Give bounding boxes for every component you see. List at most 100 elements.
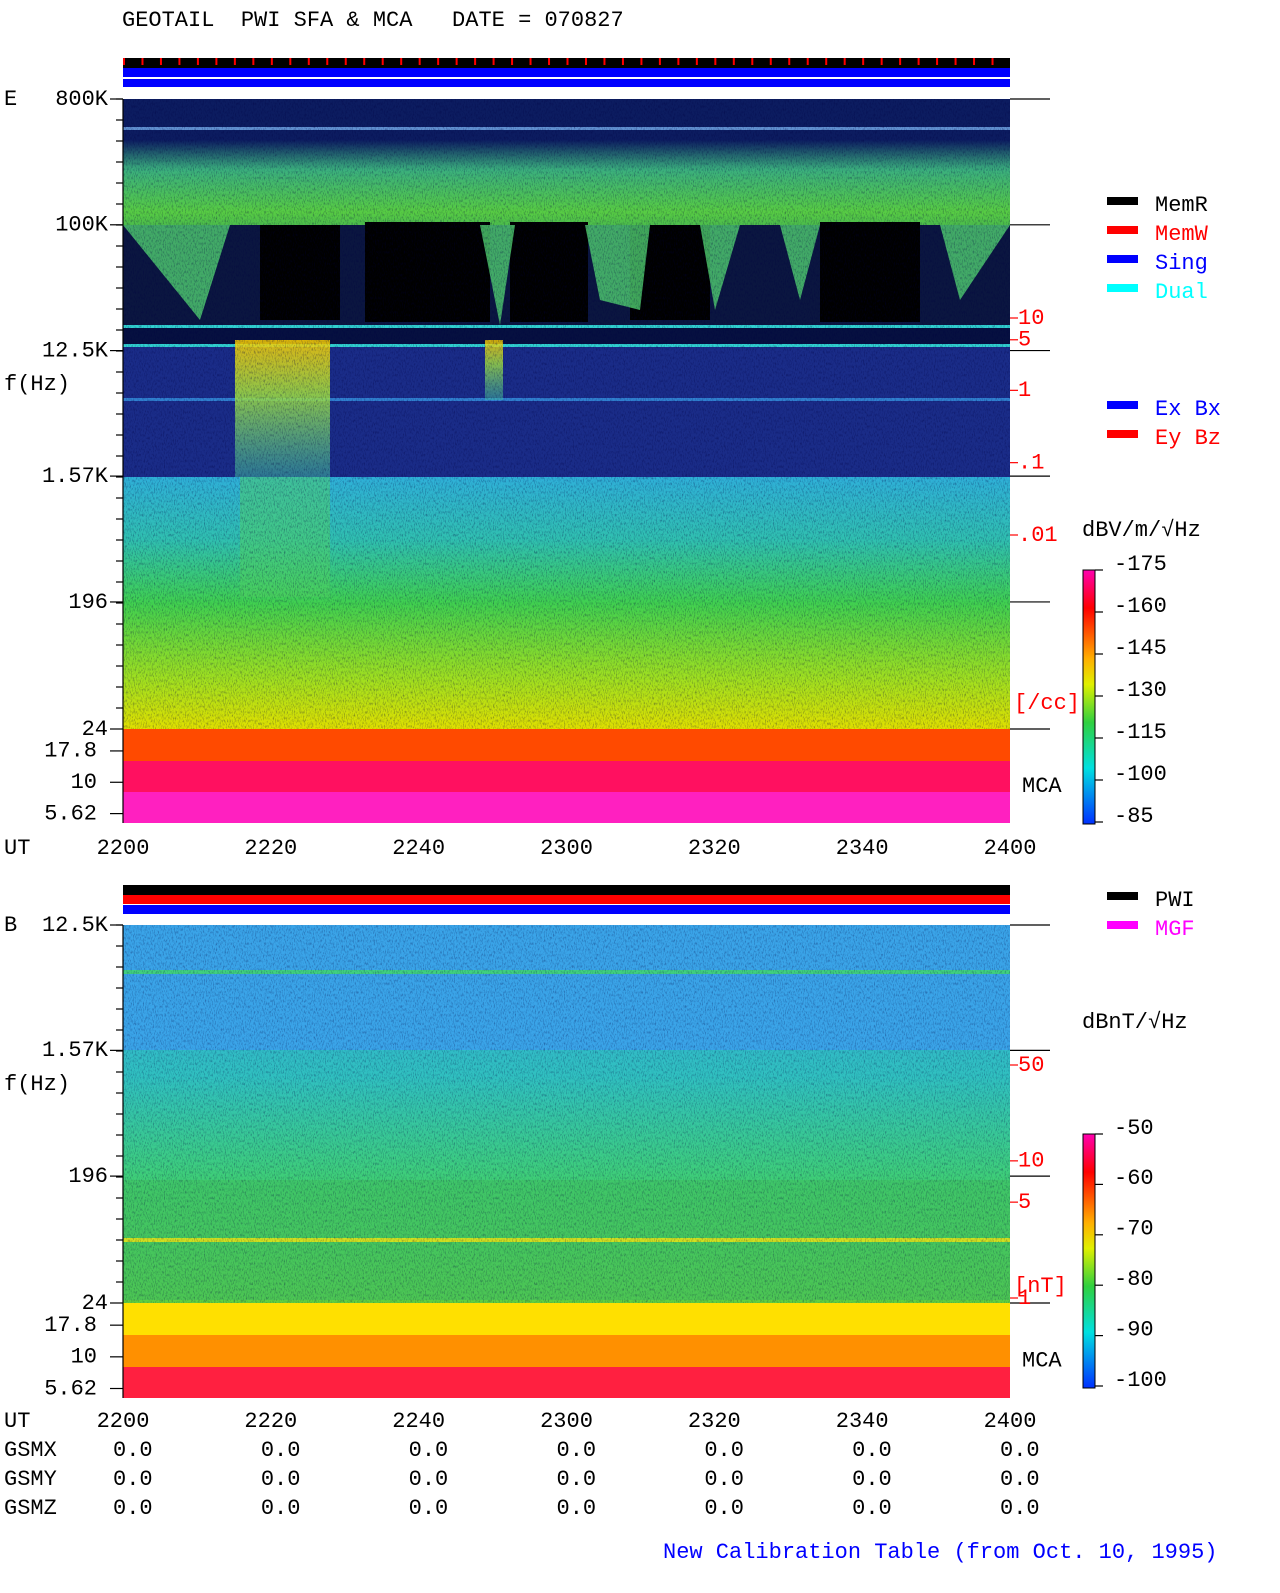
cell: 0.0	[113, 1438, 153, 1463]
cell: 0.0	[261, 1496, 301, 1521]
legend-label: Sing	[1155, 251, 1208, 276]
colorbar-label: dBnT/√Hz	[1082, 1010, 1188, 1035]
status-tick	[751, 58, 754, 65]
legend-label: Ex Bx	[1155, 397, 1221, 422]
density-tick-label: 50	[1018, 1053, 1044, 1078]
y-tick-label: 12.5K	[42, 913, 109, 938]
mca-tick-label: 10	[71, 1345, 97, 1370]
x-tick-label: 2240	[392, 1409, 445, 1434]
density-tick-label: .1	[1018, 450, 1044, 475]
legend-label: Dual	[1155, 280, 1208, 305]
status-bar	[123, 78, 1010, 87]
y-label: f(Hz)	[4, 372, 70, 397]
status-tick	[714, 58, 717, 65]
status-tick	[215, 58, 218, 65]
legend-swatch	[1107, 430, 1138, 438]
spectrogram-e	[123, 99, 1010, 823]
status-bar	[123, 905, 1010, 914]
x-tick-label: 2340	[836, 1409, 889, 1434]
status-tick	[455, 58, 458, 65]
density-label: [nT]	[1014, 1274, 1067, 1299]
mca-label: MCA	[1022, 774, 1062, 799]
cell: 0.0	[261, 1438, 301, 1463]
status-tick	[862, 58, 865, 65]
status-bar	[123, 885, 1010, 895]
colorbar-tick-label: -130	[1114, 678, 1167, 703]
status-tick	[492, 58, 495, 65]
density-tick-label: 5	[1018, 328, 1031, 353]
density-tick-label: 10	[1018, 306, 1044, 331]
cell: 0.0	[852, 1467, 892, 1492]
status-tick	[880, 58, 883, 65]
cell: 0.0	[409, 1496, 449, 1521]
status-tick	[584, 58, 587, 65]
x-label: UT	[4, 1409, 30, 1434]
x-tick-label: 2300	[540, 836, 593, 861]
cell: 0.0	[557, 1467, 597, 1492]
cell: 0.0	[113, 1467, 153, 1492]
density-tick-label: .01	[1018, 523, 1058, 548]
colorbar-tick-label: -85	[1114, 804, 1154, 829]
legend-swatch	[1107, 284, 1138, 292]
status-tick	[159, 58, 162, 65]
status-bar	[123, 68, 1010, 77]
status-tick	[307, 58, 310, 65]
x-tick-label: 2240	[392, 836, 445, 861]
y-tick-label: 196	[68, 1164, 108, 1189]
cell: 0.0	[409, 1467, 449, 1492]
y-tick-label: 1.57K	[42, 464, 109, 489]
status-tick	[511, 58, 514, 65]
y-tick-label: 100K	[55, 213, 109, 238]
x-tick-label: 2200	[97, 1409, 150, 1434]
footer: New Calibration Table (from Oct. 10, 199…	[663, 1540, 1218, 1565]
cell: 0.0	[557, 1438, 597, 1463]
cell: 0.0	[1000, 1496, 1040, 1521]
status-tick	[769, 58, 772, 65]
colorbar	[1082, 569, 1096, 825]
status-tick	[437, 58, 440, 65]
cell: 0.0	[409, 1438, 449, 1463]
row-label: GSMZ	[4, 1496, 57, 1521]
colorbar-tick-label: -100	[1114, 762, 1167, 787]
cell: 0.0	[852, 1438, 892, 1463]
legend-label: MemW	[1155, 222, 1209, 247]
y-tick-label: 24	[82, 1291, 108, 1316]
panel-label: B	[4, 913, 17, 938]
status-tick	[806, 58, 809, 65]
colorbar-label: dBV/m/√Hz	[1082, 518, 1201, 543]
panel-label: E	[4, 87, 17, 112]
x-tick-label: 2400	[984, 1409, 1037, 1434]
spectrogram-b	[123, 925, 1010, 1398]
status-gap	[123, 77, 1010, 79]
density-tick-label: 1	[1018, 378, 1031, 403]
mca-tick-label: 10	[71, 770, 97, 795]
title: GEOTAIL PWI SFA & MCA DATE = 070827	[122, 8, 624, 33]
status-tick	[695, 58, 698, 65]
status-tick	[178, 58, 181, 65]
status-tick	[936, 58, 939, 65]
status-tick	[658, 58, 661, 65]
status-tick	[548, 58, 551, 65]
status-tick	[954, 58, 957, 65]
status-tick	[418, 58, 421, 65]
status-bar	[123, 895, 1010, 904]
status-tick	[788, 58, 791, 65]
status-tick	[566, 58, 569, 65]
density-tick-label: 10	[1018, 1149, 1044, 1174]
cell: 0.0	[1000, 1438, 1040, 1463]
y-label: f(Hz)	[4, 1072, 70, 1097]
status-tick	[825, 58, 828, 65]
status-tick	[917, 58, 920, 65]
cell: 0.0	[113, 1496, 153, 1521]
status-tick	[233, 58, 236, 65]
mca-tick-label: 5.62	[44, 1376, 97, 1401]
density-tick-label: 1	[1018, 1286, 1031, 1311]
mca-label: MCA	[1022, 1348, 1062, 1373]
colorbar	[1082, 1133, 1096, 1389]
legend-label: MGF	[1155, 917, 1195, 942]
status-tick	[326, 58, 329, 65]
status-tick	[640, 58, 643, 65]
legend-label: MemR	[1155, 193, 1208, 218]
status-tick	[603, 58, 606, 65]
